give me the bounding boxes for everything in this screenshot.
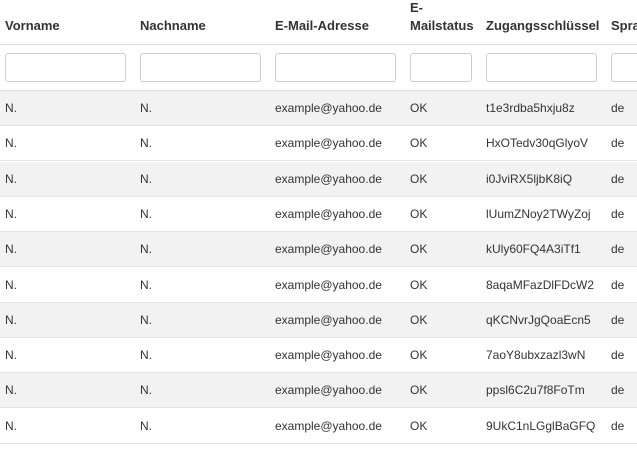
table-cell: N.	[140, 206, 152, 221]
filter-input[interactable]	[410, 53, 472, 82]
table-cell: N.	[140, 101, 152, 115]
table-cell: OK	[410, 101, 428, 115]
table-cell: example@yahoo.de	[275, 277, 382, 292]
table-row[interactable]: N. N. example@yahoo.de OK t1e3rdba5hxju8z de	[0, 91, 637, 126]
table-cell: example@yahoo.de	[275, 418, 382, 433]
table-cell: N.	[5, 171, 17, 186]
table-cell: OK	[410, 277, 428, 292]
table-cell: de	[611, 312, 625, 327]
column-header[interactable]: E-Mailstatus	[410, 0, 474, 33]
table-cell: ppsl6C2u7f8FoTm	[486, 383, 585, 398]
table-cell: N.	[140, 277, 152, 292]
table-row[interactable]: N. N. example@yahoo.de OK i0JviRX5ljbK8iQ de	[0, 161, 637, 197]
table-cell: de	[611, 136, 625, 151]
filter-input[interactable]	[140, 53, 261, 82]
table-cell: OK	[410, 206, 428, 221]
table-cell: example@yahoo.de	[275, 206, 382, 221]
filter-input[interactable]	[611, 53, 637, 82]
table-cell: de	[611, 348, 625, 363]
filter-input[interactable]	[5, 53, 126, 82]
table-row[interactable]: N. N. example@yahoo.de OK kUly60FQ4A3iTf1 de	[0, 232, 637, 268]
table-cell: N.	[5, 418, 17, 433]
table-cell: de	[611, 171, 625, 186]
table-cell: de	[611, 277, 625, 292]
table-row[interactable]: N. N. example@yahoo.de OK 7aoY8ubxzazl3wN de	[0, 338, 637, 374]
table-cell: example@yahoo.de	[275, 242, 382, 257]
table-cell: 9UkC1nLGglBaGFQ	[486, 418, 596, 433]
table-cell: N.	[5, 277, 17, 292]
table-cell: OK	[410, 348, 428, 363]
table-cell: lUumZNoy2TWyZoj	[486, 206, 591, 221]
table-cell: N.	[5, 312, 17, 327]
table-cell: example@yahoo.de	[275, 383, 382, 398]
table-cell: N.	[5, 206, 17, 221]
table-cell: t1e3rdba5hxju8z	[486, 101, 575, 115]
table-cell: de	[611, 101, 625, 115]
table-row[interactable]: N. N. example@yahoo.de OK 9UkC1nLGglBaGFQ de	[0, 409, 637, 444]
table-cell: N.	[140, 418, 152, 433]
table-cell: N.	[140, 348, 152, 363]
table-cell: de	[611, 206, 625, 221]
column-header[interactable]: Nachname	[140, 18, 206, 33]
table-cell: N.	[5, 242, 17, 257]
table-cell: OK	[410, 312, 428, 327]
table-cell: HxOTedv30qGlyoV	[486, 136, 589, 151]
table-cell: 7aoY8ubxzazl3wN	[486, 348, 586, 363]
table-cell: example@yahoo.de	[275, 101, 382, 115]
filter-row	[0, 45, 637, 91]
table-row[interactable]: N. N. example@yahoo.de OK ppsl6C2u7f8FoTm de	[0, 373, 637, 409]
table-cell: N.	[140, 312, 152, 327]
column-header[interactable]: Spra	[611, 18, 637, 33]
column-header[interactable]: Zugangsschlüssel	[486, 18, 600, 33]
column-header[interactable]: E-Mail-Adresse	[275, 18, 369, 33]
table-cell: N.	[140, 383, 152, 398]
table-cell: N.	[5, 348, 17, 363]
table-cell: OK	[410, 418, 428, 433]
table-row[interactable]: N. N. example@yahoo.de OK 8aqaMFazDlFDcW2 de	[0, 268, 637, 303]
table-cell: N.	[140, 242, 152, 257]
table-cell: i0JviRX5ljbK8iQ	[486, 171, 573, 186]
table-cell: qKCNvrJgQoaEcn5	[486, 312, 591, 327]
table-row[interactable]: N. N. example@yahoo.de OK qKCNvrJgQoaEcn5 de	[0, 302, 637, 338]
table-cell: de	[611, 383, 625, 398]
column-header[interactable]: Vorname	[5, 18, 60, 33]
filter-input[interactable]	[275, 53, 396, 82]
table-cell: N.	[5, 136, 17, 151]
header-row: Vorname Nachname E-Mail-Adresse E-Mailstatu…	[0, 0, 637, 45]
table-cell: de	[611, 418, 625, 433]
table-cell: de	[611, 242, 625, 257]
table-cell: N.	[5, 383, 17, 398]
table-cell: 8aqaMFazDlFDcW2	[486, 277, 595, 292]
table-cell: example@yahoo.de	[275, 171, 382, 186]
table-cell: example@yahoo.de	[275, 348, 382, 363]
table-cell: OK	[410, 136, 428, 151]
table-row[interactable]: N. N. example@yahoo.de OK lUumZNoy2TWyZoj de	[0, 197, 637, 232]
table-cell: N.	[5, 101, 17, 115]
table-row[interactable]: N. N. example@yahoo.de OK HxOTedv30qGlyoV de	[0, 126, 637, 162]
table-cell: OK	[410, 242, 428, 257]
table-cell: example@yahoo.de	[275, 136, 382, 151]
table-cell: N.	[140, 171, 152, 186]
table-cell: kUly60FQ4A3iTf1	[486, 242, 581, 257]
filter-input[interactable]	[486, 53, 597, 82]
table-cell: example@yahoo.de	[275, 312, 382, 327]
table-cell: OK	[410, 383, 428, 398]
table-cell: OK	[410, 171, 428, 186]
table-cell: N.	[140, 136, 152, 151]
